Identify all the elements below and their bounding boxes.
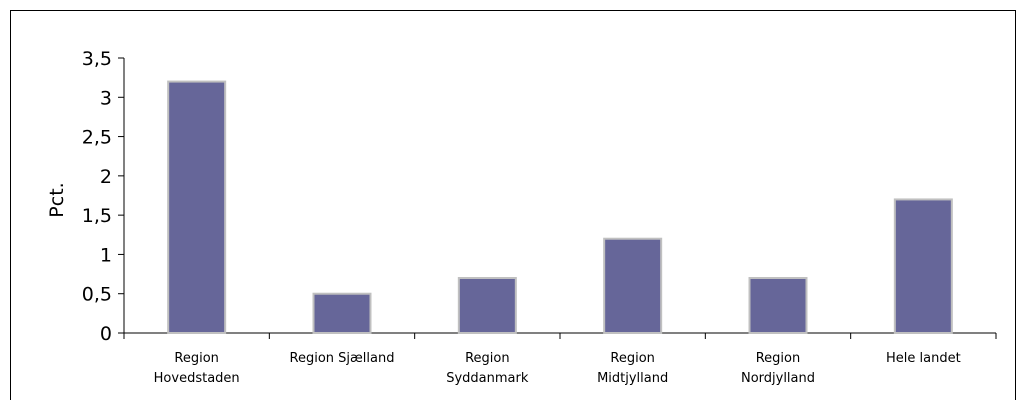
bar [893,198,953,334]
y-tick-label: 3 [100,87,112,109]
y-tick-label: 1,5 [82,205,112,227]
x-tick-label: Region [610,351,655,366]
x-tick-label: Hovedstaden [154,371,240,386]
x-tick-label: Hele landet [886,351,961,366]
bar [748,277,808,334]
bar [167,80,227,334]
x-tick-label: Syddanmark [446,371,529,386]
y-axis: 0 0,5 1 1,5 2 2,5 3 3,5 [82,48,125,345]
y-axis-label: Pct. [46,182,68,217]
x-tick-label: Midtjylland [597,371,668,386]
x-axis: Region Hovedstaden Region Sjælland Region Sy… [123,332,997,386]
x-tick-label: Region [174,351,219,366]
bars [167,80,953,335]
bar [603,237,663,334]
x-tick-label: Region [756,351,801,366]
x-tick-label: Region [465,351,510,366]
bar [312,292,372,335]
bar [457,277,517,334]
y-tick-label: 2,5 [82,127,112,149]
x-tick-label: Nordjylland [741,371,815,386]
y-tick-label: 2 [100,166,112,188]
y-tick-label: 1 [100,244,112,266]
y-tick-label: 0,5 [82,284,112,306]
y-tick-label: 3,5 [82,48,112,70]
x-tick-label: Region Sjælland [290,351,395,366]
y-tick-label: 0 [100,323,112,345]
